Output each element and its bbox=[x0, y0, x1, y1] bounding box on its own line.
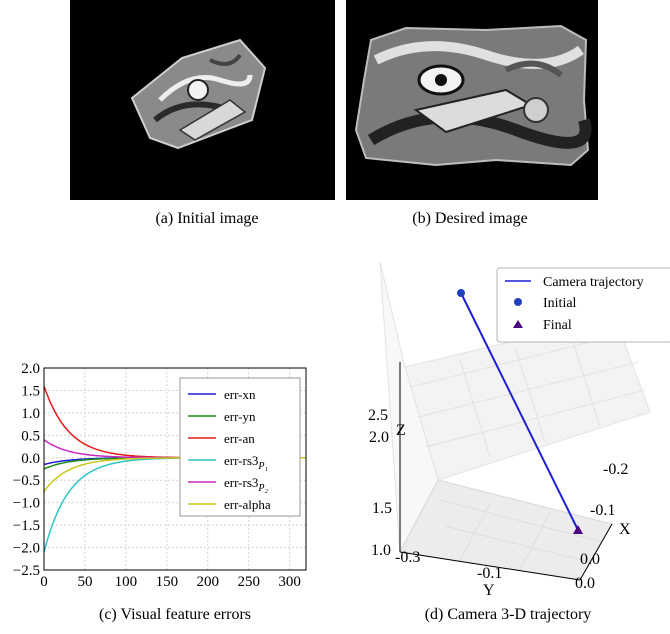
initial-image bbox=[70, 0, 335, 200]
z-tick-0: 2.5 bbox=[368, 407, 388, 424]
x-tick-label: 200 bbox=[197, 574, 220, 590]
legend-final-label: Final bbox=[543, 318, 572, 333]
caption-d: (d) Camera 3-D trajectory bbox=[424, 606, 592, 623]
y-tick-label: −1.5 bbox=[13, 518, 40, 534]
feature-error-chart: 0 50 100 150 200 250 300 2.0 1.5 1.0 0.5 0.0 −0.5 −1.… bbox=[0, 358, 320, 596]
initial-point-marker bbox=[457, 289, 465, 297]
y-tick-label: 0.5 bbox=[21, 428, 40, 444]
x-tick-label: 300 bbox=[278, 574, 301, 590]
legend-label: err-rs3P₁ bbox=[224, 453, 268, 472]
z-axis-label: Z bbox=[396, 422, 406, 439]
y-axis-label: Y bbox=[483, 582, 495, 599]
x-tick-1: -0.1 bbox=[590, 502, 615, 519]
caption-a: (a) Initial image bbox=[155, 210, 259, 227]
trajectory-3d-chart: 2.5 2.0 1.5 1.0 Z -0.3 -0.1 0.0 Y -0.2 -… bbox=[340, 261, 670, 600]
legend-box bbox=[179, 377, 301, 517]
x-tick-label: 100 bbox=[115, 574, 138, 590]
y-tick-1: -0.1 bbox=[477, 565, 502, 582]
y-tick-label: −2.5 bbox=[13, 563, 40, 579]
x-tick-2: 0.0 bbox=[580, 551, 600, 568]
trajectory-3d-plot: 2.5 2.0 1.5 1.0 Z -0.3 -0.1 0.0 Y -0.2 -… bbox=[368, 261, 670, 599]
y-tick-label: −1.0 bbox=[13, 496, 40, 512]
y-tick-0: -0.3 bbox=[395, 549, 420, 566]
x-axis-label: X bbox=[619, 521, 631, 538]
z-tick-2: 1.5 bbox=[372, 500, 392, 517]
plot-frame bbox=[43, 367, 307, 571]
chart-legend: err-xn err-yn err-an err-rs3P₁ err-rs3P₂ err-… bbox=[179, 377, 301, 517]
legend-final-swatch bbox=[513, 320, 523, 328]
final-point-marker bbox=[573, 525, 583, 534]
legend-trajectory-label: Camera trajectory bbox=[543, 275, 644, 290]
y-tick-2: 0.0 bbox=[575, 575, 595, 592]
y-tick-label: 2.0 bbox=[21, 361, 40, 377]
y-tick-label: 0.0 bbox=[21, 451, 40, 467]
legend-label: err-alpha bbox=[224, 497, 271, 512]
y-tick-label: −2.0 bbox=[13, 541, 40, 557]
x-tick-label: 0 bbox=[40, 574, 48, 590]
x-tick-label: 150 bbox=[156, 574, 179, 590]
legend-label: err-an bbox=[224, 431, 255, 446]
legend-initial-swatch bbox=[514, 298, 522, 306]
y-tick-label: −0.5 bbox=[13, 473, 40, 489]
legend-initial-label: Initial bbox=[543, 296, 577, 311]
x-tick-label: 250 bbox=[237, 574, 260, 590]
y-tick-label: 1.5 bbox=[21, 383, 40, 399]
trajectory-legend: Camera trajectory Initial Final bbox=[496, 267, 670, 343]
x-tick-0: -0.2 bbox=[603, 461, 628, 478]
z-tick-1: 2.0 bbox=[369, 429, 389, 446]
desired-image-graffiti bbox=[346, 0, 598, 200]
caption-c: (c) Visual feature errors bbox=[99, 606, 251, 623]
desired-image bbox=[346, 0, 598, 200]
y-tick-label: 1.0 bbox=[21, 406, 40, 422]
initial-image-graffiti bbox=[70, 0, 335, 200]
caption-b: (b) Desired image bbox=[412, 210, 528, 227]
x-tick-label: 50 bbox=[77, 574, 92, 590]
camera-trajectory-line bbox=[460, 292, 579, 531]
legend-label: err-rs3P₂ bbox=[224, 475, 268, 494]
feature-error-plot: 0 50 100 150 200 250 300 2.0 1.5 1.0 0.5 0.0 −0.5 −1.… bbox=[13, 361, 307, 590]
legend-label: err-xn bbox=[224, 387, 256, 402]
legend-label: err-yn bbox=[224, 409, 256, 424]
z-tick-3: 1.0 bbox=[371, 542, 391, 559]
